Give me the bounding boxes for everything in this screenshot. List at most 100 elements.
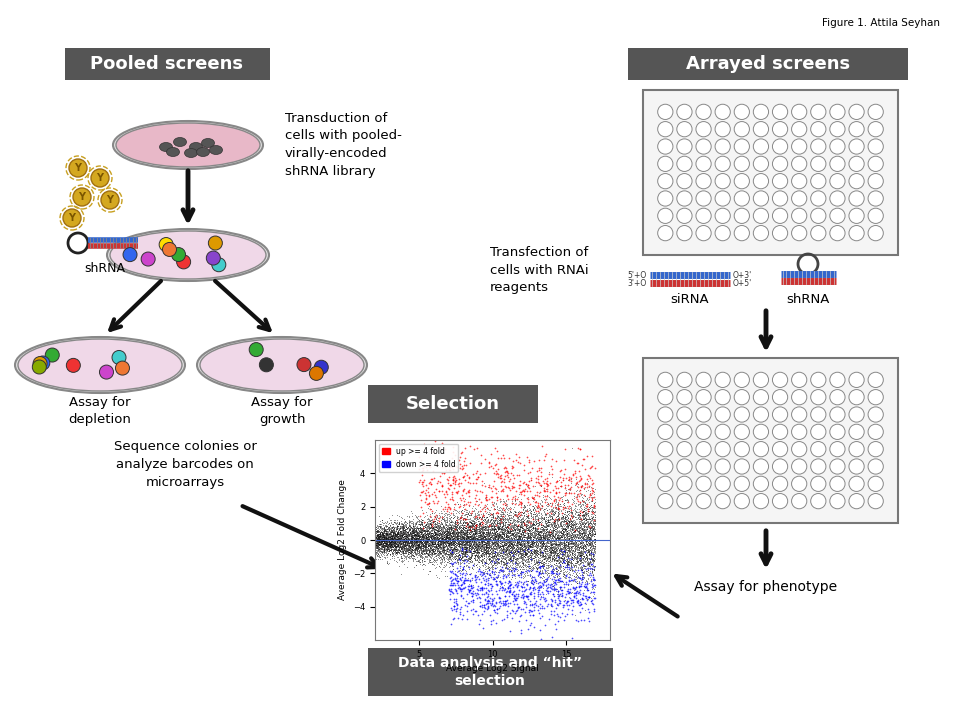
Point (550, 514, 565, 526)
Point (513, 539, 528, 550)
Point (559, 546, 574, 557)
Point (421, 544, 437, 556)
Point (565, 525, 581, 536)
Point (394, 528, 409, 539)
Point (415, 552, 430, 564)
Point (374, 534, 390, 545)
Point (573, 549, 588, 560)
Point (393, 536, 408, 548)
Point (550, 531, 565, 543)
Point (493, 540, 509, 552)
Point (437, 541, 452, 553)
Point (487, 533, 502, 544)
Point (370, 529, 385, 541)
Point (376, 529, 392, 541)
Point (560, 514, 575, 526)
Point (424, 521, 440, 533)
Point (418, 531, 433, 543)
Point (547, 534, 563, 546)
Point (423, 535, 439, 546)
Point (462, 539, 477, 550)
Point (447, 527, 463, 539)
Point (577, 551, 592, 562)
Point (534, 513, 549, 524)
Point (582, 532, 597, 544)
Point (414, 523, 429, 535)
Point (566, 539, 582, 551)
Point (527, 489, 542, 500)
Point (375, 539, 391, 550)
Point (484, 531, 499, 542)
Circle shape (773, 372, 788, 387)
Point (378, 532, 394, 544)
Point (517, 543, 533, 554)
Point (429, 546, 444, 557)
Point (557, 506, 572, 518)
Point (467, 525, 482, 536)
Point (535, 500, 550, 512)
Point (402, 526, 418, 537)
Point (370, 539, 385, 551)
Circle shape (677, 372, 692, 387)
Point (577, 495, 592, 507)
Point (368, 534, 383, 545)
Point (376, 547, 392, 559)
Point (388, 535, 403, 546)
Point (437, 508, 452, 520)
Point (382, 527, 397, 539)
Point (449, 538, 465, 549)
Point (508, 506, 523, 518)
Point (426, 534, 442, 545)
Point (431, 535, 446, 546)
Point (570, 548, 586, 559)
Point (369, 549, 384, 560)
Circle shape (33, 360, 46, 374)
Point (557, 554, 572, 566)
Point (576, 570, 591, 581)
Point (490, 492, 505, 504)
Point (468, 522, 484, 534)
Point (504, 555, 519, 567)
Point (392, 526, 407, 537)
Point (486, 511, 501, 523)
Point (574, 564, 589, 576)
Point (477, 500, 492, 511)
Point (464, 517, 479, 528)
Point (476, 557, 492, 568)
Point (473, 525, 489, 536)
Point (579, 544, 594, 556)
Point (568, 571, 584, 582)
Point (489, 507, 504, 518)
Point (512, 513, 527, 525)
Point (576, 565, 591, 577)
Point (579, 569, 594, 580)
Point (459, 551, 474, 562)
Point (568, 552, 584, 564)
Point (481, 533, 496, 544)
Point (372, 539, 387, 550)
Point (457, 540, 472, 552)
Point (459, 521, 474, 532)
Point (423, 527, 439, 539)
Point (416, 438, 431, 450)
Point (381, 524, 396, 536)
Point (386, 546, 401, 558)
Point (491, 531, 506, 543)
Point (529, 517, 544, 528)
Point (510, 544, 525, 556)
Point (532, 548, 547, 559)
Point (385, 534, 400, 546)
Point (514, 540, 529, 552)
Circle shape (250, 343, 263, 356)
Point (498, 545, 514, 557)
Point (391, 554, 406, 565)
Point (396, 546, 411, 557)
Point (482, 507, 497, 518)
Point (402, 551, 418, 562)
Point (501, 518, 516, 530)
Point (558, 543, 573, 554)
Point (379, 544, 395, 556)
Point (584, 548, 599, 559)
Point (429, 534, 444, 546)
Point (399, 535, 415, 546)
